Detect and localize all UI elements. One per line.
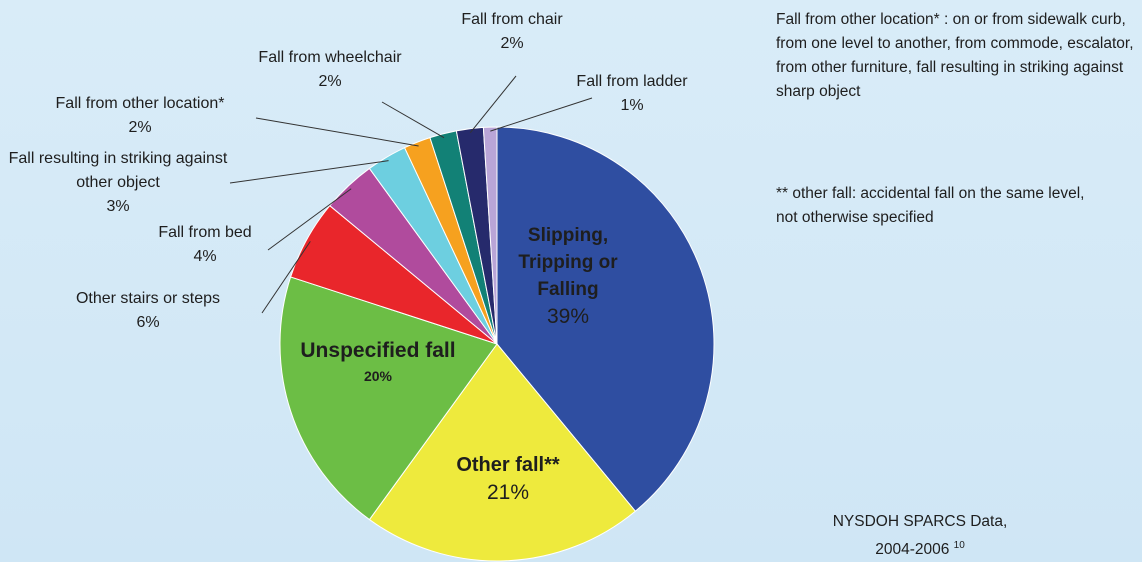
leader-line (255, 117, 419, 147)
value-label: 2% (128, 119, 152, 136)
source: NYSDOH SPARCS Data, 2004-2006 10 (820, 510, 1020, 562)
leader-line (261, 241, 311, 314)
value-label: 6% (136, 314, 160, 331)
leader-line (229, 160, 389, 184)
category-label: Fall from wheelchair (258, 49, 402, 66)
value-label: 4% (193, 248, 217, 265)
value-label: 20% (363, 368, 393, 384)
category-label: Other stairs or steps (75, 290, 221, 307)
value-label: 3% (106, 198, 130, 215)
leader-line (381, 101, 445, 139)
note: Fall from other location* : on or from s… (776, 11, 1134, 100)
leader-line (267, 188, 352, 251)
pie-slice (368, 343, 637, 562)
slice-label: Fall from wheelchair 2% (220, 46, 440, 94)
category-label: Fall from other location* (55, 95, 225, 112)
value-label: 21% (486, 481, 530, 504)
source-ref: 10 (953, 540, 965, 551)
pie-slice (496, 126, 715, 512)
category-label: Fall resulting in striking against other… (8, 150, 228, 191)
slice-label: Fall resulting in striking against other… (6, 147, 231, 219)
category-label: Fall from chair (461, 11, 563, 28)
category-label: Other fall** (456, 454, 560, 476)
value-label: 2% (318, 73, 342, 90)
slice-label: Unspecified fall 20% (293, 336, 463, 386)
slice-label: Other fall** 21% (408, 452, 608, 506)
value-label: 2% (500, 35, 524, 52)
note: ** other fall: accidental fall on the sa… (776, 185, 1085, 226)
category-label: Fall from bed (158, 224, 252, 241)
value-label: 1% (620, 97, 644, 114)
slice-label: Slipping, Tripping or Falling 39% (488, 222, 648, 330)
leader-line (469, 75, 517, 133)
slice-label: Fall from bed 4% (125, 221, 285, 269)
slice-label: Fall from other location* 2% (10, 92, 270, 140)
value-label: 39% (546, 305, 590, 328)
leader-line (490, 97, 593, 132)
slice-label: Fall from ladder 1% (547, 70, 717, 118)
slice-label: Fall from chair 2% (432, 8, 592, 56)
pie-slice (279, 276, 498, 521)
category-label: Slipping, Tripping or Falling (518, 225, 618, 300)
category-label: Fall from ladder (576, 73, 688, 90)
slice-label: Other stairs or steps 6% (28, 287, 268, 335)
pie-slice (482, 126, 498, 345)
category-label: Unspecified fall (300, 339, 456, 362)
source-text: NYSDOH SPARCS Data, 2004-2006 (832, 513, 1008, 559)
